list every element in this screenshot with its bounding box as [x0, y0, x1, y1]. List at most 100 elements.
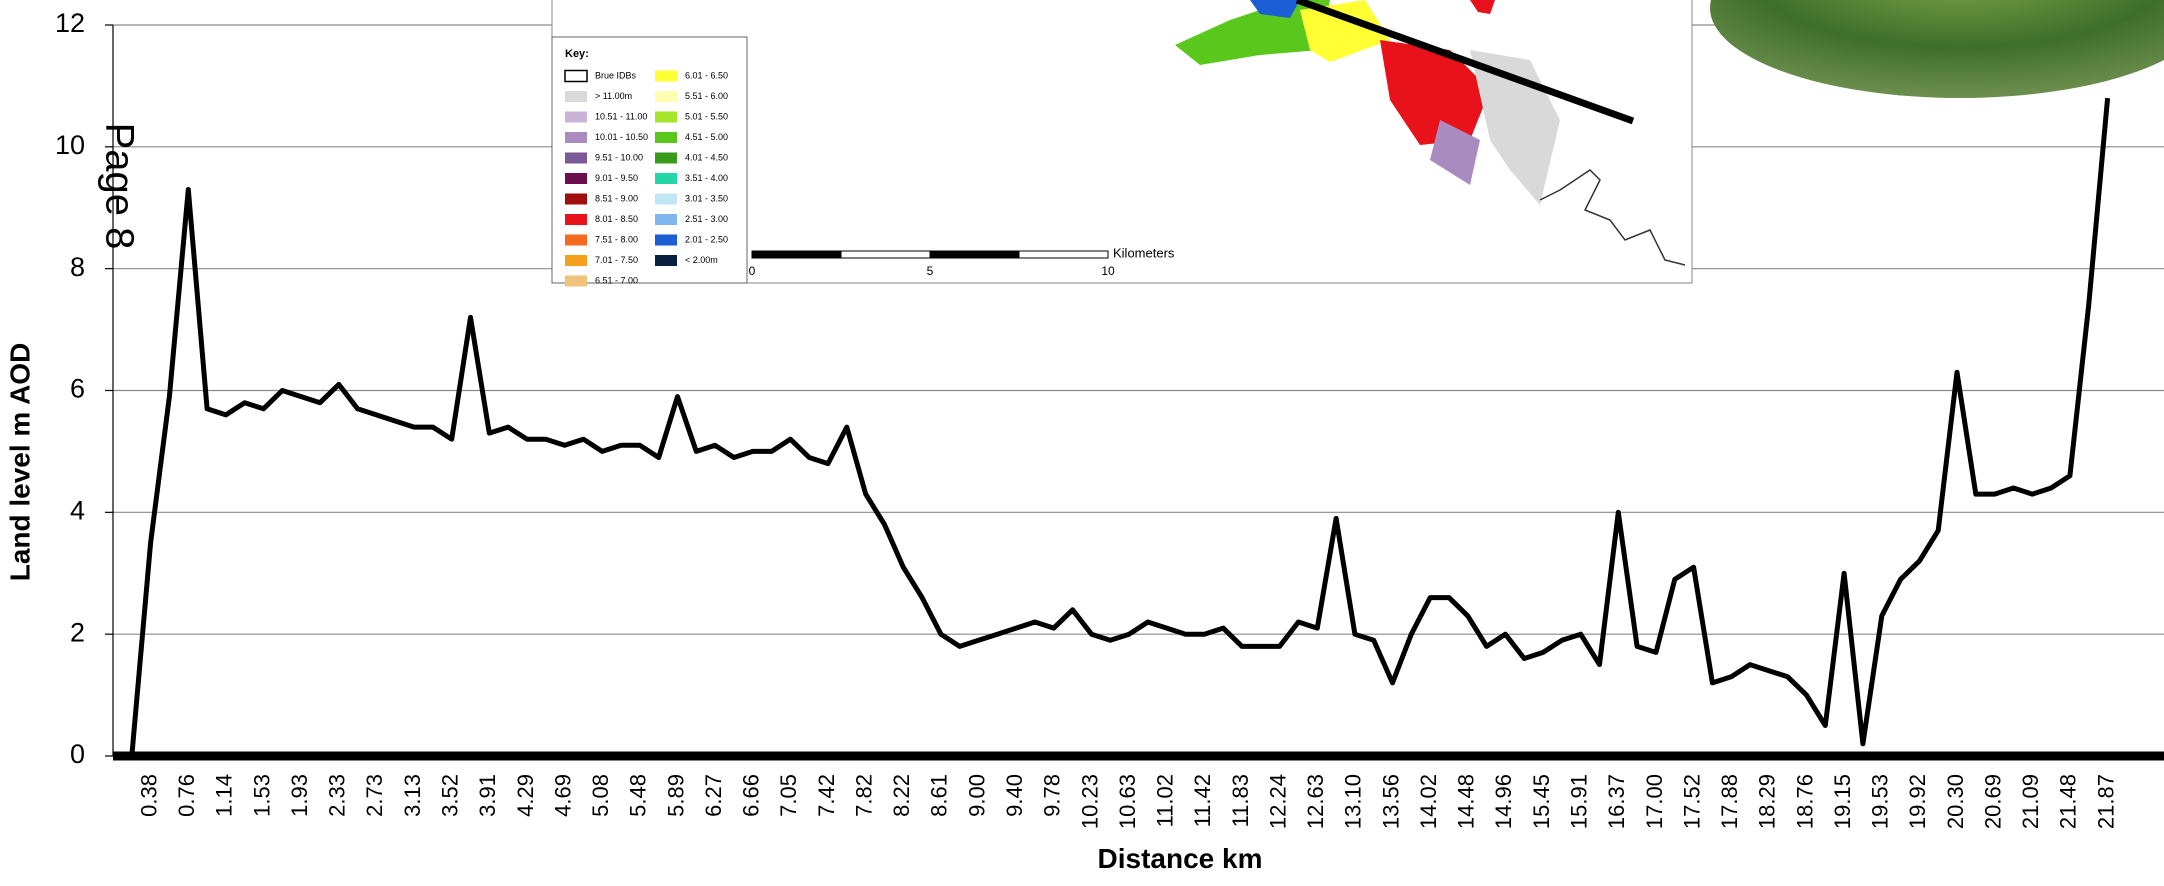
x-tick-label: 1.14: [212, 774, 237, 817]
key-swatch: [565, 91, 587, 102]
scale-unit: Kilometers: [1113, 245, 1175, 260]
x-tick-label: 8.61: [927, 774, 952, 817]
x-tick-label: 18.29: [1755, 774, 1780, 829]
scale-segment: [751, 250, 842, 259]
page-label: Page 8: [97, 123, 141, 250]
scale-label: 5: [927, 264, 934, 278]
x-tick-label: 5.08: [588, 774, 613, 817]
key-label: 9.01 - 9.50: [595, 173, 638, 183]
x-tick-label: 20.30: [1943, 774, 1968, 829]
key-label: 4.01 - 4.50: [685, 152, 728, 162]
x-tick-label: 14.96: [1491, 774, 1516, 829]
x-tick-label: 5.89: [663, 774, 688, 817]
scale-segment: [929, 250, 1020, 259]
y-axis-title: Land level m AOD: [4, 343, 35, 582]
key-swatch: [655, 111, 677, 123]
x-tick-label: 10.23: [1077, 774, 1102, 829]
key-label: 8.01 - 8.50: [595, 214, 638, 224]
x-tick-label: 6.27: [701, 774, 726, 817]
map-area: [1250, 0, 1300, 18]
scale-label: 10: [1101, 264, 1115, 278]
x-tick-label: 3.13: [400, 774, 425, 817]
key-label: > 11.00m: [595, 91, 632, 101]
key-swatch: [565, 255, 587, 266]
x-tick-label: 19.53: [1868, 774, 1893, 829]
plot-area: 0 2 4 6 8 10 12 0.38 0.76 1.14 1.53 1.93 2.33 2.73 3.1…: [55, 8, 2164, 829]
x-tick-label: 4.69: [550, 774, 575, 817]
inset-map: Key: Brue IDBs > 11.00m 10.51 - 11.00 10.01…: [551, 0, 1693, 287]
y-tick-label: 2: [70, 617, 85, 647]
x-tick-label: 13.10: [1341, 774, 1366, 829]
grass-photo: [1710, 0, 2164, 98]
x-tick-label: 9.40: [1002, 774, 1027, 817]
x-tick-label: 19.92: [1905, 774, 1930, 829]
key-label: 6.01 - 6.50: [685, 70, 728, 80]
x-tick-label: 9.78: [1040, 774, 1065, 817]
x-tick-label: 4.29: [513, 774, 538, 817]
profile-line: [1295, 0, 1635, 125]
key-swatch: [565, 234, 587, 246]
map-area: [1380, 40, 1490, 145]
x-axis-title: Distance km: [1098, 843, 1263, 874]
x-tick-label: 9.00: [964, 774, 989, 817]
key-swatch: [565, 111, 587, 123]
key-swatch: [655, 91, 677, 102]
key-label: 10.51 - 11.00: [595, 111, 647, 121]
key-label: < 2.00m: [685, 255, 718, 265]
key-label: 8.51 - 9.00: [595, 193, 638, 203]
key-label: 2.51 - 3.00: [685, 214, 728, 224]
x-tick-label: 11.83: [1228, 774, 1253, 827]
x-tick-label: 0.38: [136, 774, 161, 817]
x-tick-label: 15.91: [1567, 774, 1592, 829]
x-tick-label: 0.76: [174, 774, 199, 817]
x-tick-label: 12.63: [1303, 774, 1328, 829]
key-label: 2.01 - 2.50: [685, 234, 728, 244]
x-tick-label: 14.02: [1416, 774, 1441, 829]
key-swatch: [655, 255, 677, 266]
key-title: Key:: [565, 48, 589, 60]
key-swatch: [565, 132, 587, 143]
x-tick-label: 21.87: [2093, 774, 2118, 829]
key-label: 5.01 - 5.50: [685, 111, 728, 121]
x-tick-label: 10.63: [1115, 774, 1140, 829]
key-swatch: [565, 152, 587, 164]
key-label: Brue IDBs: [595, 70, 637, 80]
key-swatch: [655, 152, 677, 164]
key-swatch: [655, 214, 677, 225]
x-tick-label: 17.88: [1717, 774, 1742, 829]
x-tick-label: 1.53: [249, 774, 274, 817]
key-swatch: [655, 193, 677, 205]
x-tick-label: 7.05: [776, 774, 801, 817]
map-area: [1430, 120, 1480, 185]
key-swatch: [655, 132, 677, 143]
key-swatch: [655, 70, 677, 82]
scale-segment: [840, 250, 931, 259]
y-tick-label: 12: [55, 8, 85, 38]
key-swatch: [565, 275, 587, 287]
key-swatch: [564, 69, 588, 83]
map-area: [1300, 0, 1390, 62]
key-label: 3.51 - 4.00: [685, 173, 728, 183]
x-tick-label: 11.42: [1190, 774, 1215, 827]
y-tick-label: 4: [70, 495, 85, 525]
x-tick-label: 7.42: [814, 774, 839, 817]
x-tick-label: 8.22: [889, 774, 914, 817]
x-tick-label: 7.82: [851, 774, 876, 817]
x-tick-label: 2.73: [362, 774, 387, 817]
x-tick-label: 17.52: [1679, 774, 1704, 829]
data-line: [113, 97, 2111, 759]
key-swatch: [565, 214, 587, 225]
x-tick-label: 17.00: [1642, 774, 1667, 829]
x-tick-label: 6.66: [739, 774, 764, 817]
x-tick-label: 3.91: [475, 774, 500, 817]
x-tick-label: 1.93: [287, 774, 312, 817]
x-tick-label: 3.52: [438, 774, 463, 817]
map-area: [1470, 0, 1495, 14]
key-label: 10.01 - 10.50: [595, 132, 648, 142]
x-tick-label: 14.48: [1454, 774, 1479, 829]
y-tick-label: 0: [70, 739, 85, 769]
y-tick-label: 10: [55, 130, 85, 160]
key-items: Brue IDBs > 11.00m 10.51 - 11.00 10.01 - 10…: [564, 69, 728, 287]
photo: [1710, 0, 2164, 98]
key-swatch: [655, 234, 677, 246]
